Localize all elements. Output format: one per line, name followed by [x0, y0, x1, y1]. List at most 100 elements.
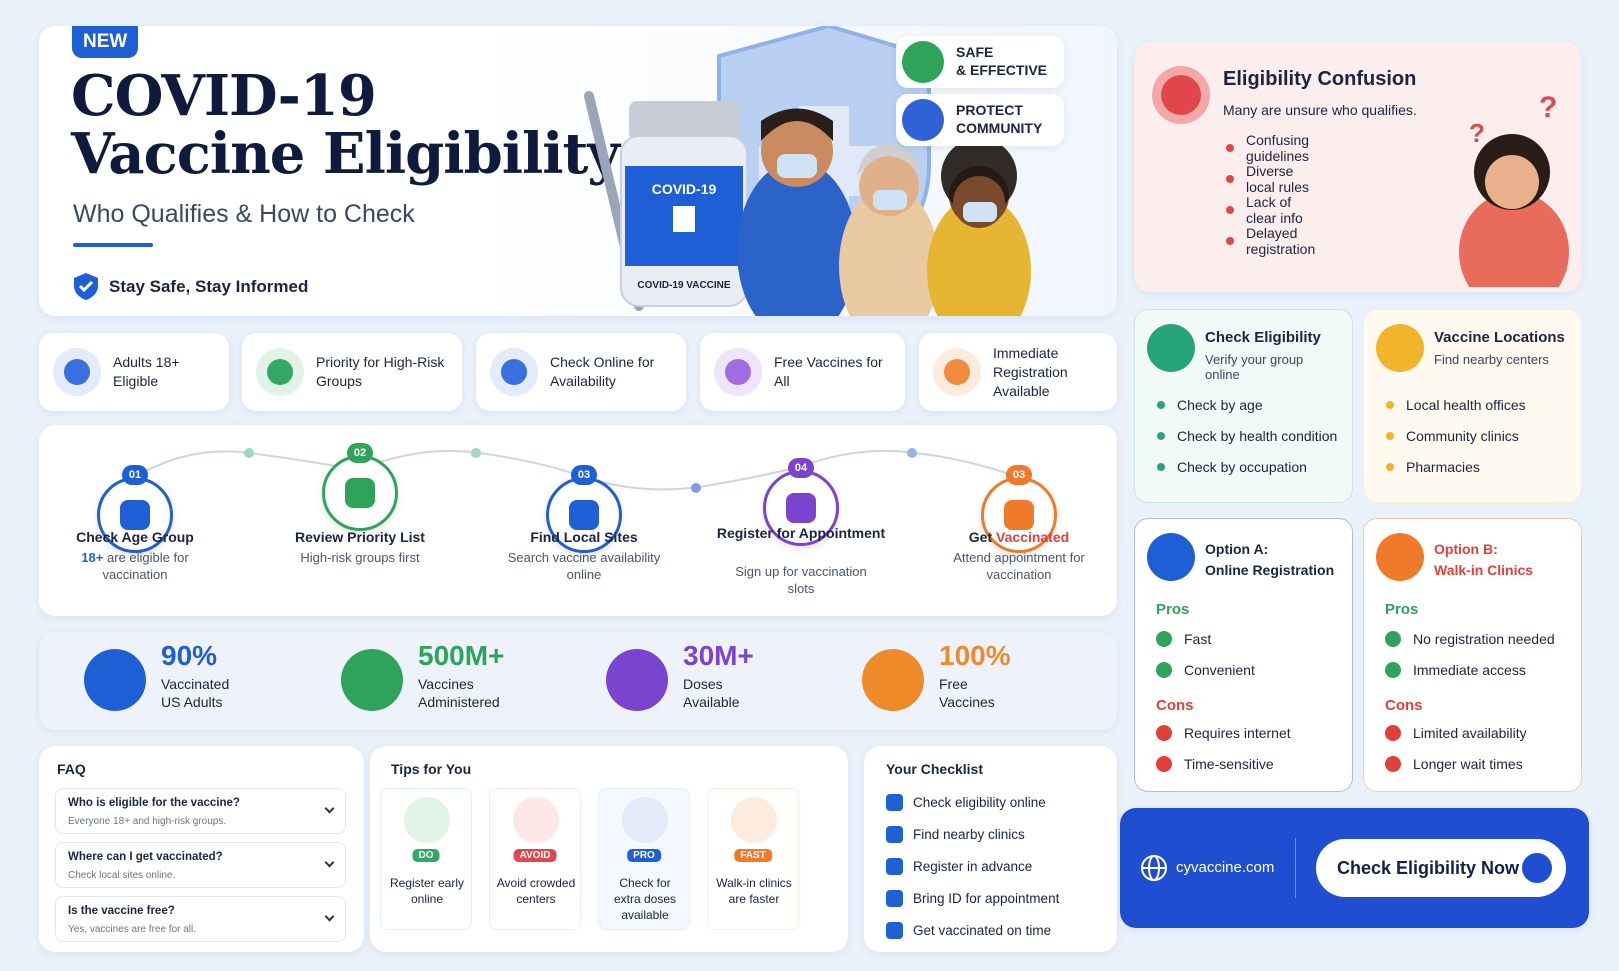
step-icon — [120, 500, 150, 530]
step-title-wrap: Review Priority List — [275, 528, 445, 546]
faq-item[interactable]: Where can I get vaccinated? Check local s… — [55, 842, 346, 888]
option-subtitle: Online Registration — [1205, 562, 1335, 578]
tip-icon — [513, 797, 559, 843]
feature-icon-inner — [267, 359, 293, 385]
feature-text: Priority for High-Risk Groups — [316, 354, 445, 389]
checklist-card: Your Checklist Check eligibility online F… — [864, 746, 1117, 952]
bullet-item: Check by age — [1157, 389, 1337, 420]
faq-answer: Everyone 18+ and high-risk groups. — [68, 816, 227, 827]
cta-card: cyvaccine.com Check Eligibility Now — [1120, 808, 1589, 928]
stat-icon — [341, 649, 403, 711]
bullet-item: Limited availability — [1385, 717, 1527, 748]
stat-value: 30M+ — [683, 640, 754, 671]
step-desc-wrap: Sign up for vaccination slots — [721, 563, 881, 597]
step-circle — [546, 477, 622, 553]
bullet-dot — [1157, 462, 1165, 471]
step-icon — [1004, 500, 1034, 530]
bullet-text: Longer wait times — [1413, 755, 1523, 772]
feature-text: Adults 18+ Eligible — [113, 354, 180, 389]
step-desc: Search vaccine availability online — [507, 550, 661, 582]
bullet-icon — [1156, 724, 1172, 741]
cta-arrow[interactable] — [1522, 853, 1552, 883]
feature-card: Adults 18+ Eligible — [39, 333, 229, 411]
globe-icon — [1141, 855, 1167, 881]
feature-text: Free Vaccines for All — [774, 354, 883, 389]
step-icon — [345, 478, 375, 508]
step-title-plain: Get — [968, 529, 993, 545]
tip-tag: PRO — [627, 849, 661, 862]
stat-value: 500M+ — [418, 640, 505, 671]
cta-button-label[interactable]: Check Eligibility Now — [1337, 857, 1520, 878]
step-title-wrap: Check Age Group — [50, 528, 220, 546]
bullet-text: Requires internet — [1184, 724, 1291, 741]
faq-item[interactable]: Is the vaccine free? Yes, vaccines are fr… — [55, 896, 346, 942]
step-title: Find Local Sites — [530, 529, 638, 545]
bullet-dot — [1157, 431, 1165, 440]
tip-text: Register early online — [389, 876, 465, 906]
bullet-text: Check by age — [1177, 396, 1263, 413]
bullet-list: Fast Convenient — [1156, 623, 1255, 685]
step-number: 01 — [122, 465, 148, 485]
info-icon — [1147, 324, 1195, 372]
tip-card: AVOID Avoid crowded centers — [489, 788, 581, 930]
subtitle: Who Qualifies & How to Check — [73, 200, 415, 228]
badge-line: & EFFECTIVE — [956, 62, 1048, 78]
step-desc: Sign up for vaccination slots — [735, 564, 867, 596]
tip-icon — [731, 797, 777, 843]
stat-label: Vaccinated — [161, 676, 230, 692]
step-desc-highlight: 18+ — [81, 550, 104, 565]
title-line: COVID-19 — [71, 63, 377, 129]
info-subtitle: Verify your group online — [1205, 352, 1304, 382]
info-title: Check Eligibility — [1205, 329, 1321, 346]
step-title: Register for Appointment — [716, 525, 886, 541]
bullet-text: Immediate access — [1413, 661, 1526, 678]
faq-item[interactable]: Who is eligible for the vaccine? Everyone… — [55, 788, 346, 834]
cta-button[interactable]: Check Eligibility Now — [1316, 839, 1566, 897]
bullet-text: Lack of clear info — [1246, 193, 1303, 226]
bullet-item: Requires internet — [1156, 717, 1291, 748]
bullet-text: Delayed registration — [1246, 224, 1316, 257]
bullet-text: Time-sensitive — [1184, 755, 1274, 772]
stat-label: US Adults — [161, 694, 223, 710]
pros-label: Pros — [1385, 601, 1419, 618]
vial-sub: COVID-19 VACCINE — [637, 280, 730, 291]
step-title: Check Age Group — [76, 529, 194, 545]
step-desc-wrap: Attend appointment for vaccination — [939, 549, 1099, 583]
tip-text: Avoid crowded centers — [496, 876, 576, 906]
bullet-icon — [1156, 630, 1172, 647]
step-icon — [569, 500, 599, 530]
checklist-text: Bring ID for appointment — [913, 890, 1060, 906]
bullet-dot — [1386, 400, 1394, 409]
stat-label: Vaccines — [939, 694, 995, 710]
bullet-text: Community clinics — [1406, 427, 1519, 444]
bullet-icon — [1156, 755, 1172, 772]
bullet-list: Confusing guidelines Diverse local rules L… — [1226, 132, 1316, 257]
feature-icon-inner — [725, 359, 751, 385]
checkbox — [886, 921, 903, 939]
tips-title: Tips for You — [391, 761, 472, 777]
badge-icon — [902, 99, 944, 141]
option-icon — [1147, 533, 1195, 581]
bullet-dot — [1226, 205, 1234, 214]
tip-icon — [404, 797, 450, 843]
stat-label: Available — [683, 694, 740, 710]
faq-chevron — [324, 857, 335, 868]
bullet-list: Local health offices Community clinics Pha… — [1386, 389, 1526, 482]
info-icon — [1376, 324, 1424, 372]
stat-icon — [606, 649, 668, 711]
bullet-icon — [1385, 630, 1401, 647]
badge-line: SAFE — [956, 44, 994, 60]
bullet-text: Convenient — [1184, 661, 1255, 678]
step-desc-wrap: Search vaccine availability online — [504, 549, 664, 583]
bullet-item: Fast — [1156, 623, 1255, 654]
tip-card: DO Register early online — [380, 788, 472, 930]
hero-illustration: COVID-19 COVID-19 VACCINE — [584, 26, 1031, 316]
bullet-item: Pharmacies — [1386, 451, 1526, 482]
checkbox — [886, 889, 903, 907]
feature-icon-inner — [64, 359, 90, 385]
confusion-card: Eligibility Confusion Many are unsure wh… — [1134, 42, 1581, 292]
tagline: Stay Safe, Stay Informed — [109, 277, 309, 296]
step-desc: High-risk groups first — [300, 550, 420, 565]
bullet-text: Check by occupation — [1177, 458, 1307, 475]
